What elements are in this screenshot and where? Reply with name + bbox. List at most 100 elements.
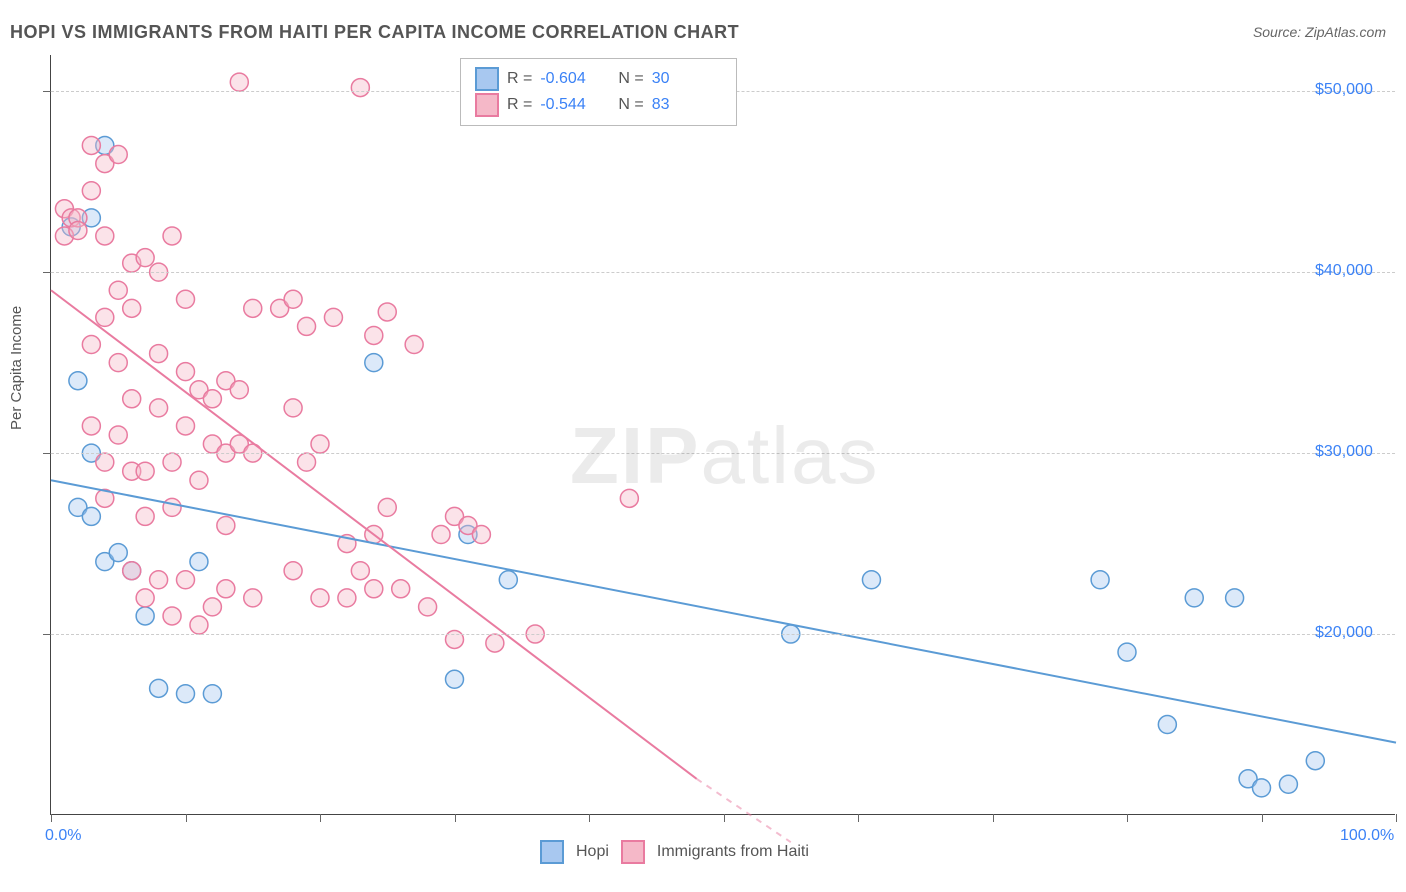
data-point — [284, 290, 302, 308]
data-point — [109, 146, 127, 164]
data-point — [862, 571, 880, 589]
data-point — [230, 73, 248, 91]
data-point — [1158, 716, 1176, 734]
data-point — [82, 136, 100, 154]
data-point — [365, 326, 383, 344]
data-point — [190, 471, 208, 489]
y-tick — [43, 453, 51, 454]
legend-r-value: -0.544 — [540, 96, 610, 114]
plot-svg — [51, 55, 1395, 814]
data-point — [472, 526, 490, 544]
data-point — [136, 249, 154, 267]
data-point — [123, 390, 141, 408]
data-point — [324, 308, 342, 326]
legend-swatch — [475, 93, 499, 117]
gridline — [51, 634, 1395, 635]
legend-stat-row: R = -0.604N = 30 — [475, 67, 722, 91]
data-point — [405, 336, 423, 354]
y-tick-label: $40,000 — [1315, 262, 1373, 280]
data-point — [351, 562, 369, 580]
x-tick — [51, 814, 52, 822]
legend-r-label: R = — [507, 96, 532, 114]
data-point — [217, 516, 235, 534]
data-point — [203, 685, 221, 703]
data-point — [177, 685, 195, 703]
data-point — [486, 634, 504, 652]
data-point — [69, 222, 87, 240]
data-point — [499, 571, 517, 589]
y-tick — [43, 272, 51, 273]
data-point — [123, 562, 141, 580]
data-point — [432, 526, 450, 544]
data-point — [136, 507, 154, 525]
x-tick — [320, 814, 321, 822]
data-point — [1279, 775, 1297, 793]
legend-n-label: N = — [618, 96, 643, 114]
data-point — [82, 182, 100, 200]
data-point — [190, 553, 208, 571]
data-point — [1118, 643, 1136, 661]
data-point — [96, 453, 114, 471]
data-point — [150, 571, 168, 589]
y-axis-label: Per Capita Income — [8, 306, 25, 430]
legend-swatch — [540, 840, 564, 864]
data-point — [123, 299, 141, 317]
trend-line-dash — [697, 779, 791, 842]
gridline — [51, 453, 1395, 454]
data-point — [338, 589, 356, 607]
data-point — [378, 303, 396, 321]
data-point — [177, 290, 195, 308]
data-point — [311, 589, 329, 607]
data-point — [82, 507, 100, 525]
legend-r-label: R = — [507, 70, 532, 88]
trend-line — [51, 480, 1396, 742]
data-point — [109, 544, 127, 562]
legend-series-label: Hopi — [576, 843, 609, 861]
data-point — [163, 227, 181, 245]
y-tick-label: $20,000 — [1315, 624, 1373, 642]
data-point — [109, 281, 127, 299]
correlation-legend: R = -0.604N = 30R = -0.544N = 83 — [460, 58, 737, 126]
legend-n-value: 83 — [652, 96, 722, 114]
y-tick-label: $50,000 — [1315, 81, 1373, 99]
data-point — [150, 679, 168, 697]
data-point — [1226, 589, 1244, 607]
data-point — [620, 489, 638, 507]
data-point — [419, 598, 437, 616]
data-point — [284, 562, 302, 580]
x-tick — [1396, 814, 1397, 822]
data-point — [378, 498, 396, 516]
data-point — [163, 453, 181, 471]
data-point — [109, 426, 127, 444]
data-point — [136, 589, 154, 607]
legend-r-value: -0.604 — [540, 70, 610, 88]
data-point — [1185, 589, 1203, 607]
x-tick — [724, 814, 725, 822]
data-point — [150, 399, 168, 417]
x-tick-label: 0.0% — [45, 827, 81, 845]
data-point — [365, 354, 383, 372]
data-point — [136, 462, 154, 480]
legend-n-value: 30 — [652, 70, 722, 88]
data-point — [163, 498, 181, 516]
data-point — [1253, 779, 1271, 797]
y-tick — [43, 634, 51, 635]
data-point — [351, 79, 369, 97]
series-legend: HopiImmigrants from Haiti — [540, 840, 809, 864]
data-point — [203, 598, 221, 616]
data-point — [284, 399, 302, 417]
data-point — [230, 381, 248, 399]
data-point — [177, 363, 195, 381]
data-point — [244, 299, 262, 317]
data-point — [311, 435, 329, 453]
data-point — [1091, 571, 1109, 589]
data-point — [177, 417, 195, 435]
data-point — [96, 227, 114, 245]
data-point — [82, 417, 100, 435]
x-tick — [1262, 814, 1263, 822]
x-tick — [455, 814, 456, 822]
data-point — [298, 317, 316, 335]
x-tick — [186, 814, 187, 822]
data-point — [109, 354, 127, 372]
data-point — [82, 336, 100, 354]
